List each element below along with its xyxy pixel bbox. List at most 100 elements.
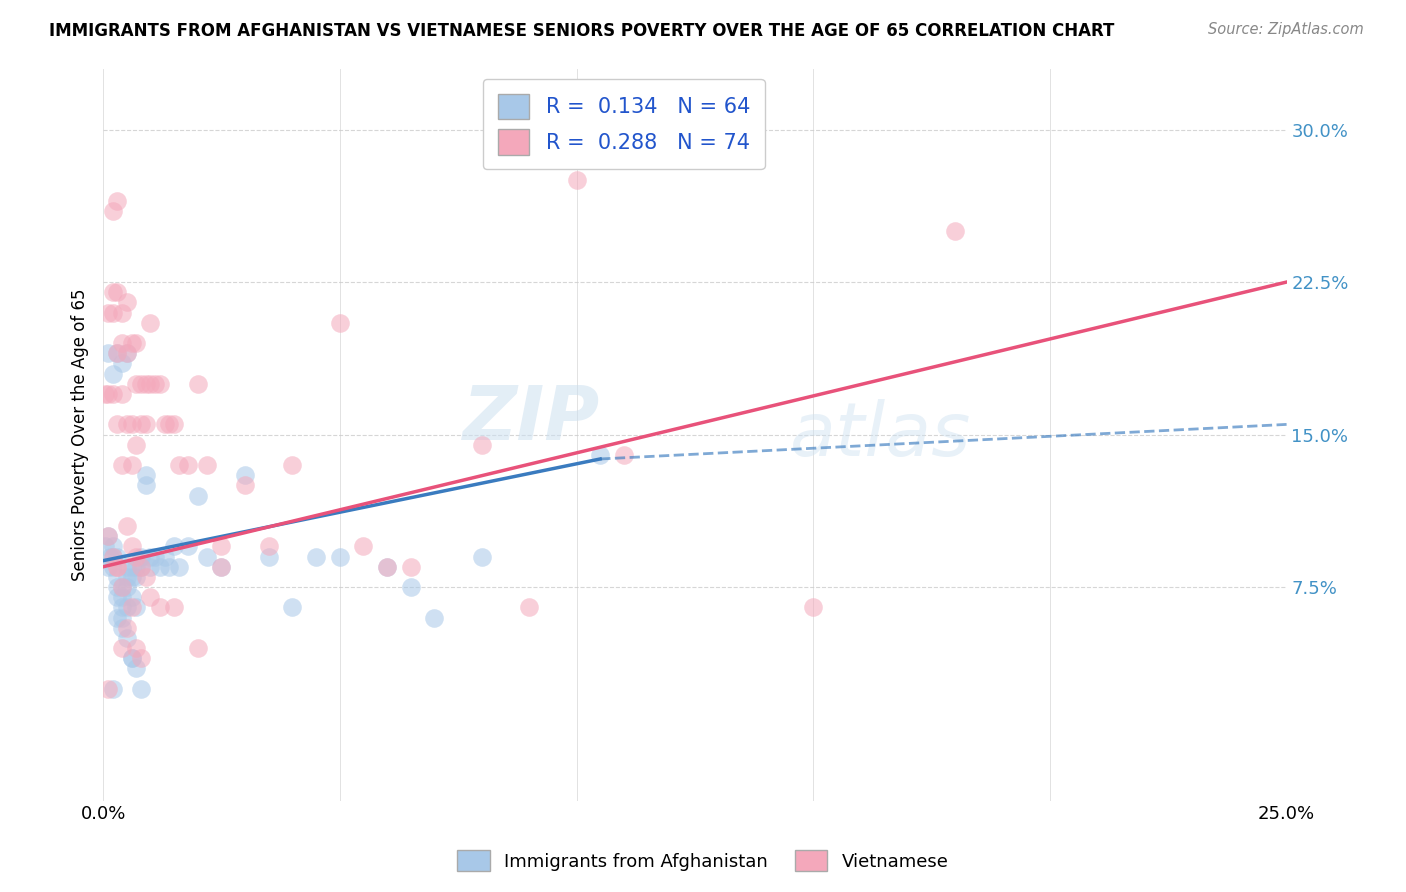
- Point: [111, 305, 134, 319]
- Point: [129, 559, 152, 574]
- Point: [167, 458, 190, 472]
- Point: [105, 559, 128, 574]
- Point: [125, 570, 148, 584]
- Point: [211, 540, 233, 554]
- Point: [187, 376, 209, 391]
- Point: [101, 367, 124, 381]
- Point: [101, 549, 124, 564]
- Point: [613, 448, 636, 462]
- Point: [153, 417, 176, 432]
- Point: [101, 681, 124, 696]
- Point: [121, 559, 143, 574]
- Point: [149, 376, 172, 391]
- Point: [187, 489, 209, 503]
- Point: [943, 224, 966, 238]
- Y-axis label: Seniors Poverty Over the Age of 65: Seniors Poverty Over the Age of 65: [72, 288, 89, 581]
- Point: [97, 529, 120, 543]
- Point: [129, 549, 152, 564]
- Point: [111, 600, 134, 615]
- Point: [139, 376, 162, 391]
- Point: [233, 478, 256, 492]
- Point: [195, 458, 218, 472]
- Point: [195, 549, 218, 564]
- Point: [115, 559, 138, 574]
- Point: [97, 681, 120, 696]
- Point: [121, 570, 143, 584]
- Point: [565, 173, 588, 187]
- Point: [801, 600, 824, 615]
- Point: [111, 580, 134, 594]
- Point: [125, 600, 148, 615]
- Point: [257, 540, 280, 554]
- Point: [121, 651, 143, 665]
- Point: [329, 316, 352, 330]
- Point: [121, 600, 143, 615]
- Point: [125, 661, 148, 675]
- Point: [125, 336, 148, 351]
- Point: [115, 631, 138, 645]
- Point: [135, 478, 157, 492]
- Point: [125, 438, 148, 452]
- Point: [105, 549, 128, 564]
- Point: [353, 540, 375, 554]
- Point: [111, 336, 134, 351]
- Point: [97, 346, 120, 360]
- Point: [111, 458, 134, 472]
- Text: ZIP: ZIP: [463, 384, 600, 457]
- Point: [135, 417, 157, 432]
- Point: [111, 621, 134, 635]
- Point: [399, 580, 422, 594]
- Point: [121, 458, 143, 472]
- Point: [115, 346, 138, 360]
- Point: [94, 540, 117, 554]
- Point: [101, 387, 124, 401]
- Point: [177, 540, 200, 554]
- Point: [101, 305, 124, 319]
- Point: [129, 417, 152, 432]
- Point: [399, 559, 422, 574]
- Point: [375, 559, 398, 574]
- Point: [375, 559, 398, 574]
- Point: [143, 549, 166, 564]
- Point: [233, 468, 256, 483]
- Point: [111, 610, 134, 624]
- Point: [97, 529, 120, 543]
- Point: [111, 591, 134, 605]
- Point: [143, 376, 166, 391]
- Point: [471, 549, 494, 564]
- Point: [105, 559, 128, 574]
- Point: [517, 600, 540, 615]
- Point: [115, 519, 138, 533]
- Point: [125, 559, 148, 574]
- Point: [105, 610, 128, 624]
- Point: [153, 549, 176, 564]
- Point: [125, 549, 148, 564]
- Point: [115, 580, 138, 594]
- Point: [97, 387, 120, 401]
- Point: [97, 559, 120, 574]
- Point: [98, 549, 121, 564]
- Point: [177, 458, 200, 472]
- Point: [129, 559, 152, 574]
- Point: [125, 641, 148, 656]
- Point: [211, 559, 233, 574]
- Point: [329, 549, 352, 564]
- Point: [139, 559, 162, 574]
- Point: [157, 417, 180, 432]
- Point: [129, 651, 152, 665]
- Point: [115, 417, 138, 432]
- Legend: R =  0.134   N = 64, R =  0.288   N = 74: R = 0.134 N = 64, R = 0.288 N = 74: [484, 78, 765, 169]
- Point: [121, 651, 143, 665]
- Point: [101, 549, 124, 564]
- Point: [135, 570, 157, 584]
- Point: [105, 570, 128, 584]
- Point: [139, 316, 162, 330]
- Point: [111, 580, 134, 594]
- Point: [305, 549, 328, 564]
- Point: [149, 559, 172, 574]
- Point: [121, 336, 143, 351]
- Legend: Immigrants from Afghanistan, Vietnamese: Immigrants from Afghanistan, Vietnamese: [450, 843, 956, 879]
- Point: [187, 641, 209, 656]
- Point: [589, 448, 612, 462]
- Point: [135, 468, 157, 483]
